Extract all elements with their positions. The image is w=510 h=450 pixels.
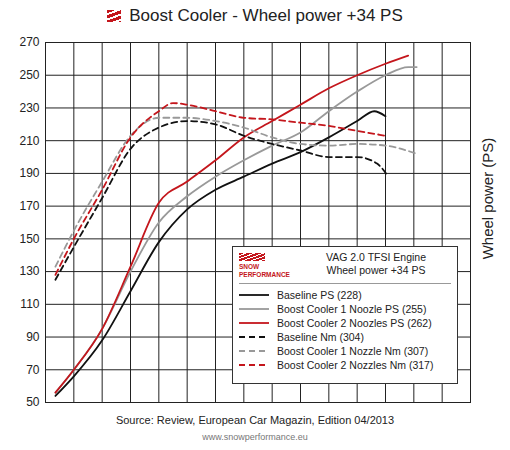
- svg-text:150: 150: [19, 232, 39, 246]
- html-text:VAG 2.0 TFSI Engine: VAG 2.0 TFSI Engine: [326, 251, 426, 263]
- svg-text:130: 130: [19, 264, 39, 278]
- html-text:SNOW PERFORMANCE: SNOW PERFORMANCE: [239, 263, 290, 278]
- html-text:Boost Cooler 2 Nozzles Nm (317: Boost Cooler 2 Nozzles Nm (317): [277, 359, 434, 371]
- svg-text:90: 90: [26, 330, 40, 344]
- svg-text:50: 50: [26, 395, 40, 409]
- html-text:Boost Cooler 1 Nozzle Nm (307): Boost Cooler 1 Nozzle Nm (307): [277, 345, 429, 357]
- html-text:Boost Cooler - Wheel power +34: Boost Cooler - Wheel power +34 PS: [129, 6, 403, 25]
- svg-text:70: 70: [26, 363, 40, 377]
- html-text:Boost Cooler 2 Noozles PS (262: Boost Cooler 2 Noozles PS (262): [277, 317, 432, 329]
- html-text:Source: Review, European Car M: Source: Review, European Car Magazin, Ed…: [115, 414, 395, 426]
- svg-text:110: 110: [20, 297, 39, 311]
- html-text:www.snowperformance.eu: www.snowperformance.eu: [202, 432, 308, 442]
- svg-text:250: 250: [19, 68, 39, 82]
- svg-text:170: 170: [19, 199, 39, 213]
- html-text:Baseline PS (228): Baseline PS (228): [277, 289, 362, 301]
- html-text:Boost Cooler 1 Noozle PS (255): Boost Cooler 1 Noozle PS (255): [277, 303, 427, 315]
- svg-text:270: 270: [19, 35, 39, 49]
- svg-text:230: 230: [19, 101, 39, 115]
- svg-text:190: 190: [19, 166, 39, 180]
- html-text:Wheel power +34 PS: Wheel power +34 PS: [326, 264, 426, 276]
- html-text:Wheel power (PS): Wheel power (PS): [478, 137, 496, 260]
- html-text:Baseline Nm (304): Baseline Nm (304): [277, 331, 364, 343]
- svg-text:210: 210: [19, 134, 39, 148]
